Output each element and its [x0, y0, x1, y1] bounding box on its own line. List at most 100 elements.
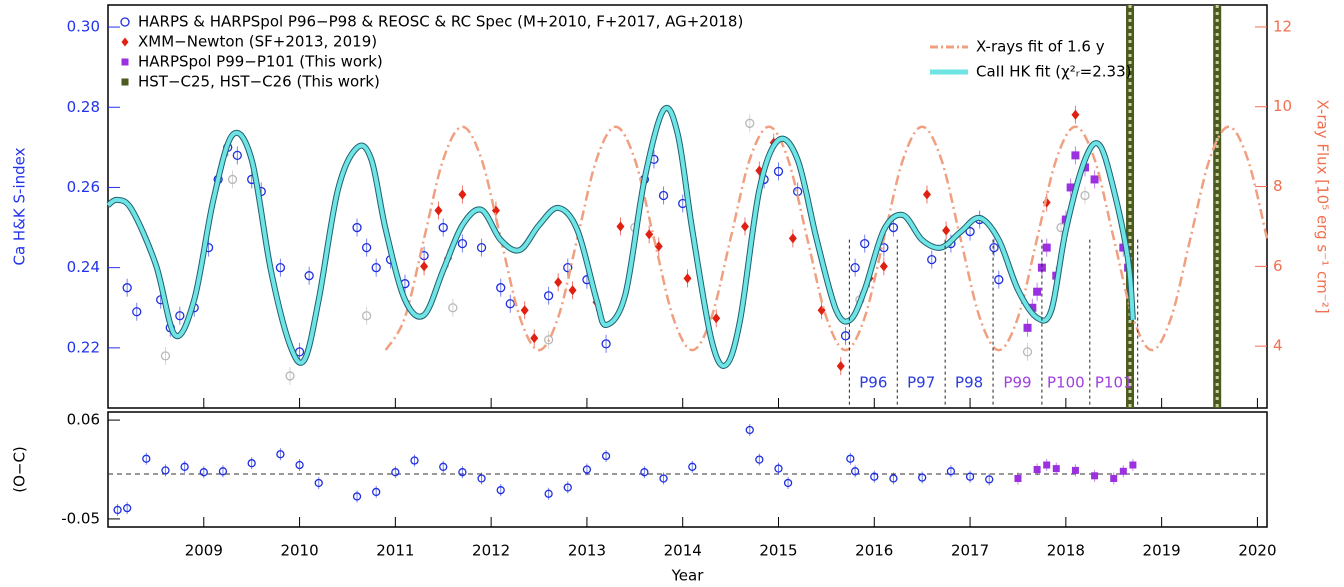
data-point — [985, 475, 994, 484]
y-tick-label: 0.24 — [67, 258, 100, 276]
data-point — [879, 261, 888, 272]
data-point — [654, 241, 663, 252]
legend-label: HARPS & HARPSpol P96−P98 & REOSC & RC Sp… — [138, 13, 743, 31]
data-point — [783, 478, 793, 488]
data-point — [496, 283, 506, 293]
data-point — [860, 238, 870, 249]
data-point — [965, 472, 975, 481]
data-point — [1037, 263, 1046, 272]
data-point — [295, 460, 304, 470]
data-point — [1033, 287, 1042, 296]
legend-swatch — [121, 58, 129, 66]
data-point — [304, 271, 314, 281]
phase-label: P101 — [1095, 374, 1133, 392]
data-point — [1091, 472, 1099, 480]
data-point — [543, 291, 554, 301]
plot-frame — [107, 411, 1268, 528]
y-tick-label: -0.05 — [61, 509, 100, 527]
data-point — [850, 263, 860, 273]
y-tick-label: 0.06 — [67, 411, 100, 429]
data-point — [520, 305, 529, 316]
y-tick-label: 0.22 — [67, 338, 100, 356]
data-point — [132, 307, 142, 317]
data-point — [788, 233, 797, 244]
x-tick-label: 2011 — [376, 542, 414, 560]
data-point — [372, 487, 381, 497]
y2-axis-label: X-ray Flux [10⁵ erg s⁻¹ cm⁻²] — [1314, 99, 1332, 313]
data-point — [927, 254, 937, 265]
y-tick-label: 0.28 — [67, 98, 100, 116]
data-point — [410, 456, 419, 465]
x-axis-label: Year — [671, 567, 705, 585]
x-tick-label: 2020 — [1238, 542, 1276, 560]
data-point — [227, 174, 238, 185]
x-tick-label: 2016 — [855, 542, 893, 560]
data-point — [773, 166, 784, 177]
data-point — [232, 150, 242, 161]
data-point — [563, 483, 572, 492]
x-tick-label: 2013 — [568, 542, 606, 560]
phase-label: P100 — [1047, 374, 1085, 392]
fit-outline — [106, 104, 1136, 369]
y2-tick-label: 4 — [1273, 337, 1283, 355]
data-point — [448, 303, 458, 313]
fit-line — [384, 125, 1269, 352]
data-point — [1071, 109, 1080, 120]
phase-label: P98 — [955, 374, 983, 392]
data-point — [458, 468, 467, 477]
data-point — [1090, 175, 1099, 184]
y-axis-label: (O−C) — [11, 446, 29, 493]
y-tick-label: 0.26 — [67, 178, 100, 196]
data-point — [1028, 303, 1037, 312]
data-point — [563, 263, 573, 273]
data-point — [658, 190, 669, 201]
x-tick-label: 2018 — [1047, 542, 1085, 560]
y2-tick-label: 6 — [1273, 257, 1283, 275]
phase-label: P96 — [859, 374, 887, 392]
phase-label: P99 — [1003, 374, 1031, 392]
data-point — [922, 189, 931, 200]
data-point — [275, 263, 286, 273]
data-point — [391, 468, 400, 477]
data-point — [994, 275, 1004, 285]
data-point — [870, 472, 879, 481]
data-point — [180, 462, 189, 471]
data-point — [1043, 461, 1051, 469]
data-point — [554, 277, 563, 288]
data-point — [582, 465, 592, 474]
data-point — [889, 474, 898, 483]
data-point — [175, 311, 185, 321]
data-point — [1014, 474, 1022, 482]
data-point — [836, 361, 845, 372]
data-point — [477, 474, 486, 483]
data-point — [371, 263, 381, 273]
legend-label: XMM−Newton (SF+2013, 2019) — [138, 33, 377, 51]
data-point — [918, 473, 927, 482]
data-point — [1129, 461, 1137, 469]
data-point — [123, 503, 132, 513]
hst-marker — [1126, 5, 1135, 408]
data-point — [496, 486, 505, 495]
data-point — [247, 459, 256, 468]
x-tick-label: 2015 — [759, 542, 797, 560]
data-point — [942, 225, 951, 236]
data-point — [1052, 465, 1060, 473]
data-point — [1071, 151, 1080, 160]
data-point — [946, 467, 956, 476]
x-tick-label: 2017 — [951, 542, 989, 560]
data-point — [1119, 467, 1127, 475]
data-point — [688, 462, 697, 471]
x-tick-label: 2014 — [664, 542, 702, 560]
legend-swatch — [120, 17, 130, 27]
y2-tick-label: 8 — [1273, 177, 1283, 195]
x-tick-label: 2010 — [280, 542, 318, 560]
data-point — [888, 222, 899, 233]
data-point — [640, 468, 649, 477]
data-point — [683, 273, 692, 284]
data-point — [745, 425, 754, 435]
data-point — [476, 242, 487, 253]
data-point — [160, 351, 171, 361]
data-point — [122, 283, 132, 293]
x-tick-label: 2012 — [472, 542, 510, 560]
